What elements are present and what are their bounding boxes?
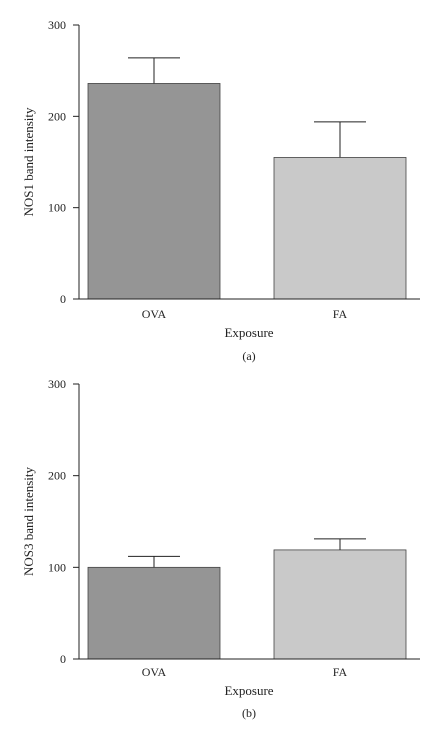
y-tick-label: 300 — [48, 377, 66, 391]
chart-panel-b: OVA FA 0 100 200 300 Exposure NOS3 band intensi… — [21, 377, 420, 720]
panel-caption: (b) — [242, 706, 256, 720]
bar-ova — [87, 566, 221, 660]
y-axis-title: NOS3 band intensity — [21, 466, 36, 576]
x-axis-title: Exposure — [224, 683, 273, 698]
panel-caption: (a) — [242, 349, 255, 363]
x-tick-label: OVA — [142, 307, 167, 321]
bar-ova — [87, 83, 221, 300]
y-tick-label: 200 — [48, 469, 66, 483]
y-tick-label: 0 — [60, 292, 66, 306]
bar-fa — [273, 549, 407, 660]
y-tick-label: 300 — [48, 18, 66, 32]
bar-fa — [273, 157, 407, 300]
y-axis-title: NOS1 band intensity — [21, 107, 36, 217]
x-tick-label: FA — [333, 665, 348, 679]
y-tick-label: 100 — [48, 560, 66, 574]
x-axis-title: Exposure — [224, 325, 273, 340]
y-tick-label: 200 — [48, 109, 66, 123]
y-tick-label: 100 — [48, 201, 66, 215]
x-tick-label: OVA — [142, 665, 167, 679]
y-tick-label: 0 — [60, 652, 66, 666]
chart-panel-a: OVA FA 0 100 200 300 Exposure NOS1 band intensi… — [21, 18, 420, 363]
x-tick-label: FA — [333, 307, 348, 321]
